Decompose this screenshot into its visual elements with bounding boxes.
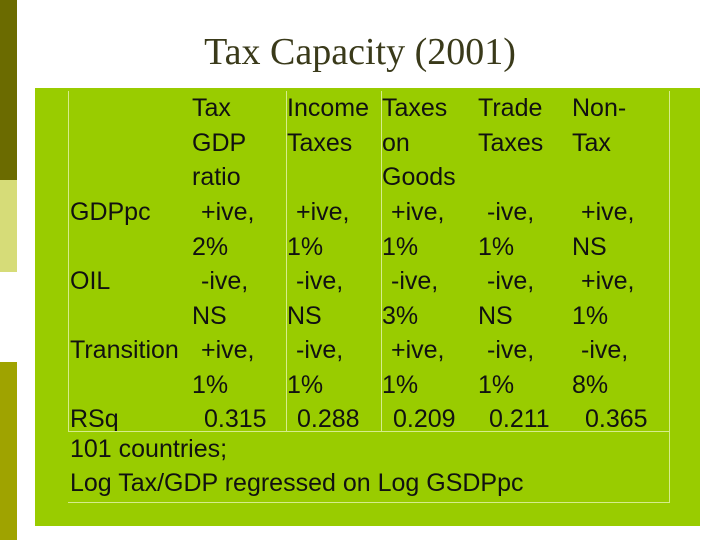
table-divider bbox=[286, 91, 287, 431]
row-label-rsq: RSq bbox=[70, 405, 119, 433]
table-divider bbox=[68, 91, 69, 431]
table-cell: -ive, 1% bbox=[287, 336, 344, 399]
decor-strip-light bbox=[0, 180, 17, 272]
footnote-line: 101 countries; bbox=[70, 435, 228, 463]
col-header-taxes-on-goods: Taxes on Goods bbox=[382, 94, 456, 191]
row-label-gdppc: GDPpc bbox=[70, 198, 151, 226]
table-cell: +ive, 1% bbox=[382, 336, 445, 399]
table-cell: +ive, 1% bbox=[572, 267, 635, 330]
slide-title: Tax Capacity (2001) bbox=[204, 31, 516, 73]
col-header-tax-gdp-ratio: Tax GDP ratio bbox=[192, 94, 247, 191]
table-cell: -ive, 8% bbox=[572, 336, 629, 399]
table-cell: +ive, NS bbox=[572, 198, 635, 261]
col-header-non-tax: Non- Tax bbox=[572, 94, 627, 157]
table-cell: -ive, 3% bbox=[382, 267, 439, 330]
table-cell: +ive, 2% bbox=[192, 198, 255, 261]
rsq-value: 0.209 bbox=[393, 405, 456, 433]
col-header-trade-taxes: Trade Taxes bbox=[478, 94, 544, 157]
table-divider bbox=[669, 91, 670, 431]
table-cell: -ive, NS bbox=[192, 267, 249, 330]
table-cell: -ive, 1% bbox=[478, 336, 535, 399]
rsq-value: 0.288 bbox=[297, 405, 360, 433]
table-cell: +ive, 1% bbox=[192, 336, 255, 399]
decor-strip-white bbox=[0, 272, 17, 362]
decor-strip-olive bbox=[0, 362, 17, 540]
rsq-value: 0.211 bbox=[489, 405, 550, 433]
table-cell: +ive, 1% bbox=[382, 198, 445, 261]
results-table: Tax GDP ratio Income Taxes Taxes on Good… bbox=[68, 91, 670, 433]
table-cell: -ive, NS bbox=[478, 267, 535, 330]
row-label-transition: Transition bbox=[70, 336, 179, 364]
table-cell: -ive, 1% bbox=[478, 198, 535, 261]
table-cell: +ive, 1% bbox=[287, 198, 350, 261]
table-cell: -ive, NS bbox=[287, 267, 344, 330]
col-header-income-taxes: Income Taxes bbox=[287, 94, 369, 157]
table-divider bbox=[381, 91, 382, 431]
table-panel: Tax GDP ratio Income Taxes Taxes on Good… bbox=[35, 88, 700, 526]
row-label-oil: OIL bbox=[70, 267, 111, 295]
table-footnote: 101 countries; Log Tax/GDP regressed on … bbox=[68, 431, 670, 503]
decor-strip-dark bbox=[0, 0, 17, 180]
rsq-value: 0.365 bbox=[585, 405, 648, 433]
footnote-line: Log Tax/GDP regressed on Log GSDPpc bbox=[70, 469, 524, 497]
rsq-value: 0.315 bbox=[204, 405, 267, 433]
